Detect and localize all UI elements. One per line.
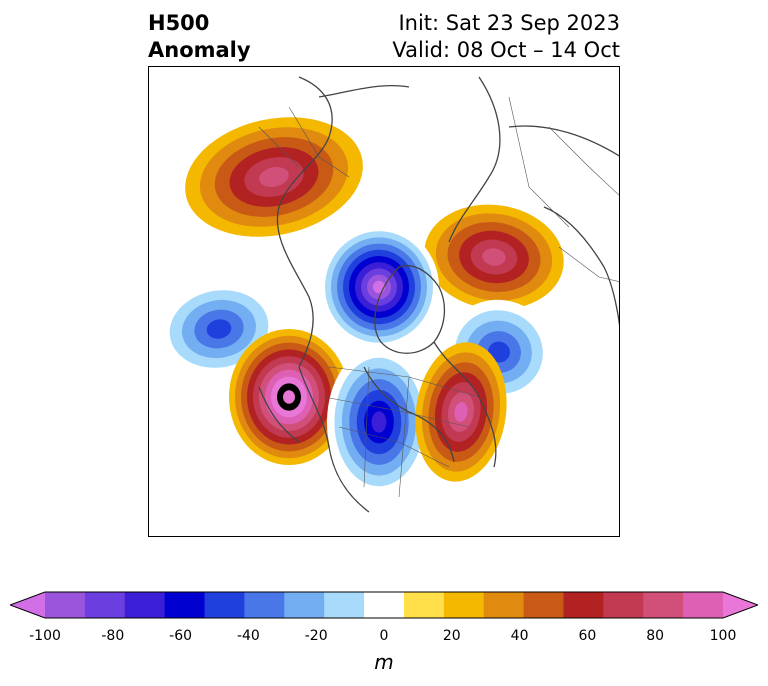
colorbar-extend-low bbox=[10, 592, 45, 618]
colorbar-tick-label: 100 bbox=[709, 628, 737, 644]
colorbar-cell bbox=[284, 592, 325, 618]
colorbar-cell bbox=[84, 592, 126, 618]
colorbar-cell bbox=[324, 592, 365, 618]
field-type: Anomaly bbox=[148, 38, 251, 62]
colorbar-tick-label: 60 bbox=[578, 628, 597, 644]
colorbar-cell bbox=[364, 592, 405, 618]
siberian-ridge-contour bbox=[482, 248, 506, 266]
colorbar-outline bbox=[10, 591, 758, 619]
northern-canada-ridge-contour bbox=[259, 167, 289, 187]
north-atlantic-trough-contour bbox=[488, 341, 510, 363]
colorbar-extend-high bbox=[723, 592, 758, 618]
colorbar-cell bbox=[124, 592, 166, 618]
pacific-trough-contour bbox=[206, 319, 232, 339]
colorbar-cell bbox=[483, 592, 525, 618]
colorbar-cell bbox=[683, 592, 724, 618]
colorbar-cell bbox=[443, 592, 485, 618]
colorbar-cell bbox=[563, 592, 604, 618]
title-right: Init: Sat 23 Sep 2023 Valid: 08 Oct – 14… bbox=[392, 10, 620, 64]
colorbar-tick-label: -60 bbox=[169, 628, 193, 644]
field-name: H500 bbox=[148, 11, 210, 35]
colorbar-cell bbox=[523, 592, 564, 618]
colorbar-cell bbox=[403, 592, 445, 618]
central-us-trough-contour bbox=[371, 411, 387, 433]
colorbar-cells bbox=[10, 592, 758, 618]
colorbar-cell bbox=[643, 592, 684, 618]
colorbar-cell bbox=[45, 592, 86, 618]
colorbar-cell bbox=[164, 592, 206, 618]
init-time: Init: Sat 23 Sep 2023 bbox=[398, 11, 620, 35]
borders bbox=[258, 96, 619, 498]
colorbar-cell bbox=[204, 592, 245, 618]
colorbar-tick-label: 40 bbox=[510, 628, 529, 644]
map-panel bbox=[148, 66, 620, 537]
alaska-ridge-contour bbox=[283, 390, 295, 404]
valid-period: Valid: 08 Oct – 14 Oct bbox=[392, 38, 620, 62]
colorbar-cell bbox=[603, 592, 644, 618]
colorbar-tick-label: 80 bbox=[646, 628, 665, 644]
anomaly-contours bbox=[157, 117, 564, 497]
colorbar-tick-label: -40 bbox=[236, 628, 260, 644]
colorbar-tick-label: -20 bbox=[304, 628, 328, 644]
colorbar-unit: m bbox=[374, 650, 394, 674]
colorbar-tick-label: 0 bbox=[379, 628, 389, 644]
colorbar-cell bbox=[244, 592, 285, 618]
colorbar-tick-label: -80 bbox=[101, 628, 125, 644]
eastern-canada-ridge-contour bbox=[454, 402, 468, 422]
colorbar-tick-label: 20 bbox=[442, 628, 461, 644]
title-left: H500 Anomaly bbox=[148, 10, 251, 64]
colorbar-tick-label: -100 bbox=[29, 628, 61, 644]
anomaly-map bbox=[157, 76, 619, 513]
colorbar bbox=[10, 591, 758, 619]
